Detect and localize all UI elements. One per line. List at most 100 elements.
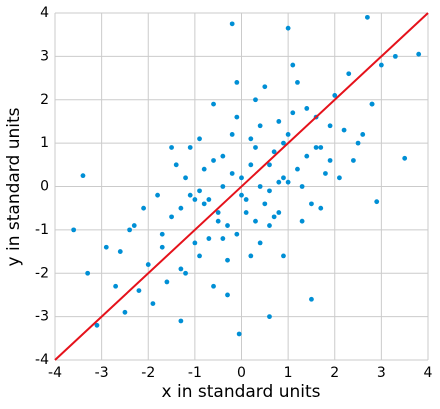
point: [215, 218, 221, 224]
point: [248, 136, 254, 142]
point: [187, 145, 193, 150]
point: [141, 205, 146, 211]
point: [257, 240, 263, 246]
point: [355, 140, 361, 146]
point: [327, 158, 333, 163]
y-tick-label: -2: [35, 265, 49, 281]
point: [173, 162, 179, 168]
point: [346, 71, 352, 77]
x-tick-label: -2: [141, 365, 155, 381]
point: [295, 166, 300, 172]
point: [225, 292, 230, 298]
point: [360, 132, 366, 137]
point: [211, 158, 216, 163]
point: [234, 231, 240, 237]
point: [257, 123, 263, 129]
x-tick-label: 2: [330, 365, 339, 381]
point: [369, 101, 375, 107]
point: [239, 192, 244, 198]
point: [211, 283, 216, 289]
point: [187, 192, 193, 198]
point: [416, 51, 422, 57]
y-tick-label: -3: [35, 309, 49, 325]
point: [290, 110, 296, 116]
point: [127, 227, 132, 233]
y-tick-label: 0: [40, 179, 49, 195]
point: [304, 153, 310, 159]
point: [378, 62, 384, 68]
point: [145, 262, 151, 267]
point: [178, 318, 184, 324]
point: [267, 188, 272, 194]
point: [243, 197, 249, 202]
point: [206, 236, 212, 241]
y-axis-label: y in standard units: [4, 107, 24, 266]
point: [220, 236, 226, 241]
x-tick-label: -3: [95, 365, 109, 381]
point: [392, 53, 398, 59]
point: [364, 14, 370, 20]
point: [192, 197, 198, 202]
x-tick-label: 4: [424, 365, 433, 381]
point: [295, 80, 300, 85]
y-tick-label: 2: [40, 92, 49, 108]
point: [234, 114, 240, 120]
point: [285, 25, 291, 31]
point: [201, 201, 207, 207]
point: [122, 309, 128, 315]
point: [229, 132, 235, 137]
x-tick-label: -1: [188, 365, 202, 381]
point: [285, 179, 291, 185]
fit-line: [54, 12, 429, 361]
point: [299, 218, 305, 224]
point: [262, 84, 268, 90]
point: [131, 223, 137, 228]
point: [309, 296, 314, 302]
point: [281, 140, 286, 146]
point: [253, 218, 258, 224]
x-tick-label: -4: [48, 365, 62, 381]
point: [234, 80, 240, 85]
point: [304, 106, 310, 111]
point: [159, 231, 165, 237]
point: [71, 227, 77, 233]
point: [136, 288, 142, 293]
y-tick-label: -1: [35, 222, 49, 238]
point: [299, 184, 305, 189]
point: [178, 205, 184, 211]
y-tick-label: 3: [40, 48, 49, 64]
y-tick-label: -4: [35, 352, 49, 368]
point: [155, 192, 160, 198]
point: [229, 21, 235, 27]
point: [271, 214, 277, 220]
point: [253, 145, 258, 150]
y-tick-label: 1: [40, 135, 49, 151]
point: [197, 188, 202, 194]
y-tick-label: 4: [40, 5, 49, 21]
point: [262, 201, 268, 207]
point: [183, 175, 188, 181]
point: [285, 132, 291, 137]
point: [290, 62, 296, 68]
point: [183, 270, 188, 276]
point: [220, 184, 226, 189]
point: [281, 175, 286, 181]
point: [374, 199, 380, 205]
point: [85, 270, 91, 276]
x-axis-label: x in standard units: [162, 382, 321, 402]
point: [211, 101, 216, 107]
point: [220, 153, 226, 159]
point: [309, 201, 314, 207]
point: [225, 257, 230, 263]
point: [337, 175, 342, 181]
point: [94, 322, 100, 328]
point: [103, 244, 109, 250]
point: [267, 223, 272, 228]
point: [113, 283, 119, 289]
point: [276, 179, 282, 185]
point: [267, 314, 272, 320]
point: [318, 205, 324, 211]
point: [257, 184, 263, 189]
point: [276, 119, 282, 124]
